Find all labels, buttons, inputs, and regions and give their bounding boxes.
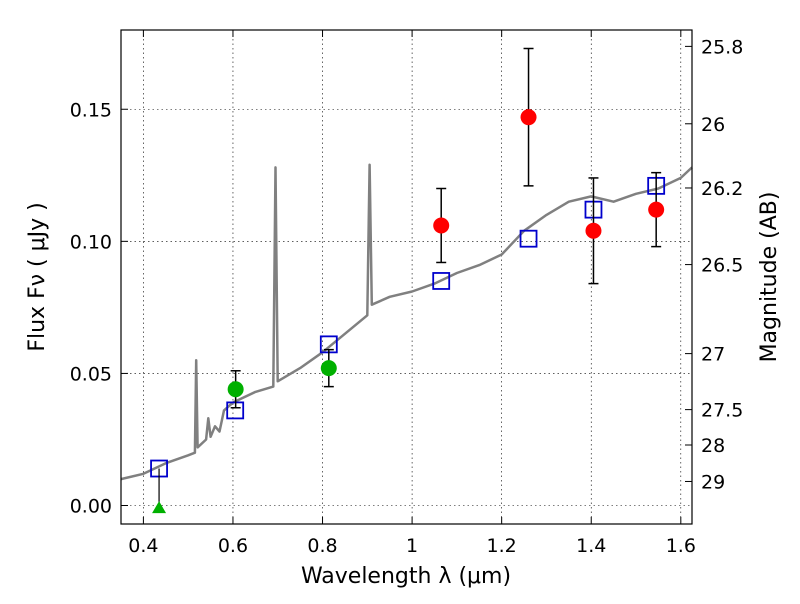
y-tick-label: 0.00 [70,496,112,518]
x-axis-label: Wavelength λ (μm) [301,564,511,589]
y-tick-label: 0.05 [70,363,112,385]
upper-limit-triangle [152,501,167,514]
observed-point [520,109,537,126]
x-tick-label: 0.6 [218,535,248,557]
x-tick-label: 1.6 [666,535,696,557]
observed-point [320,360,337,377]
y2-tick-label: 27 [701,344,725,366]
y2-tick-label: 29 [701,471,725,493]
y2-tick-label: 26.2 [701,178,743,200]
x-tick-label: 0.8 [307,535,337,557]
x-tick-label: 1.4 [576,535,606,557]
right-axis-label: Magnitude (AB) [757,192,782,363]
observed-point [648,201,665,218]
observed-point [585,222,602,239]
observed-point [433,217,450,234]
y-tick-label: 0.15 [70,99,112,121]
axis-ticks: 0.4 0.6 0.8 1 1.2 1.4 1.6 0.00 0.05 0.10 0.15 25.8 2… [70,30,743,557]
model-square-point [519,229,538,248]
y2-tick-label: 26.5 [701,255,743,277]
y2-tick-label: 26 [701,114,725,136]
y-axis-label: Flux Fν ( μJy ) [25,202,50,351]
x-tick-label: 1 [406,535,418,557]
x-tick-label: 0.4 [128,535,158,557]
plot-data [120,47,693,514]
model-square-point [432,272,451,290]
y2-tick-label: 27.5 [701,400,743,422]
y2-tick-label: 25.8 [701,36,743,58]
plot-frame [120,29,693,525]
x-tick-label: 1.2 [487,535,517,557]
y2-tick-label: 28 [701,435,725,457]
grid-lines [121,30,692,524]
y-tick-label: 0.10 [70,231,112,253]
observed-point [227,381,244,398]
